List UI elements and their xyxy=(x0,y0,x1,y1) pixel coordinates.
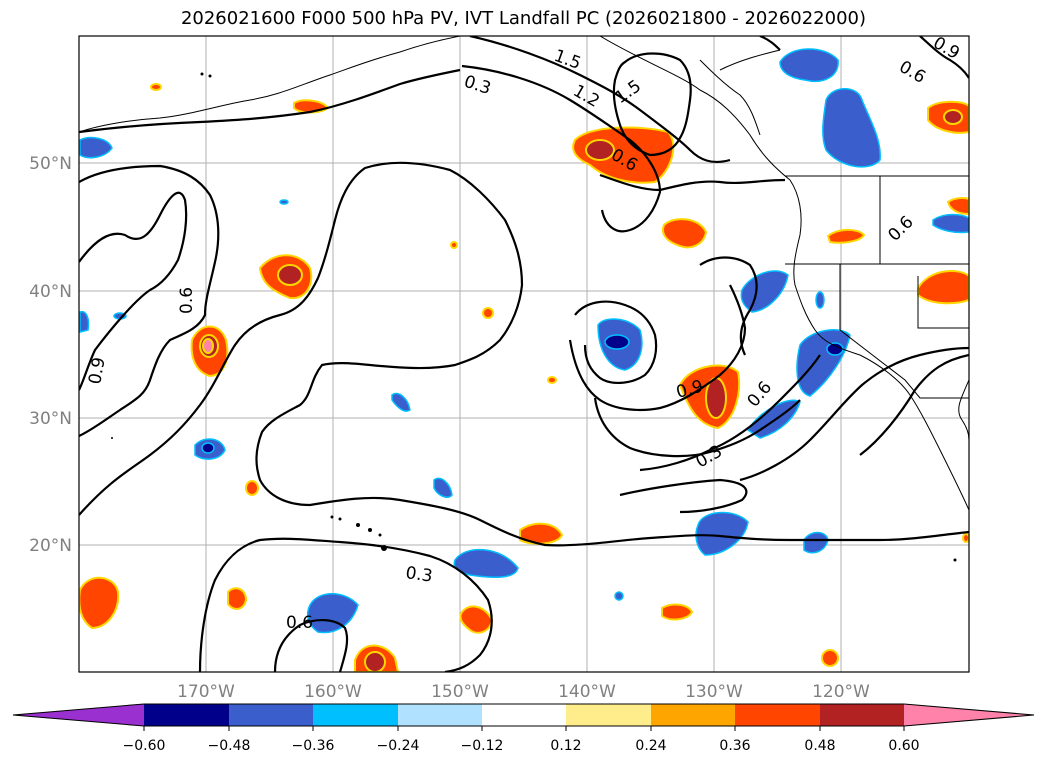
colorbar-segment xyxy=(651,704,735,726)
lon-label-130w: 130°W xyxy=(685,682,743,702)
pv-contours xyxy=(79,36,969,672)
contour-label: 0.3 xyxy=(461,72,493,99)
contour-label: 0.6 xyxy=(884,212,917,245)
latitude-labels: 50°N 40°N 30°N 20°N xyxy=(29,154,72,556)
contour-label: 0.9 xyxy=(85,356,109,386)
contour-label: 1.2 xyxy=(570,81,603,112)
colorbar-tick-label: 0.36 xyxy=(719,738,750,754)
colorbar-tick-label: 0.12 xyxy=(550,738,581,754)
colorbar-segment xyxy=(820,704,904,726)
map-area: 1.5 0.3 1.2 1.5 0.6 0.9 0.6 0.6 0.9 0.6 … xyxy=(79,33,969,672)
map-title: 2026021600 F000 500 hPa PV, IVT Landfall… xyxy=(180,8,867,29)
lat-label-40n: 40°N xyxy=(29,282,72,302)
longitude-labels: 170°W 160°W 150°W 140°W 130°W 120°W xyxy=(177,682,870,702)
lon-label-170w: 170°W xyxy=(177,682,235,702)
colorbar-segment xyxy=(398,704,482,726)
contour-label: 0.6 xyxy=(177,287,197,314)
colorbar-extend-right xyxy=(904,704,1034,726)
colorbar-tick-label: −0.60 xyxy=(123,738,166,754)
colorbar-tick-label: −0.12 xyxy=(461,738,504,754)
colorbar-segment xyxy=(144,704,229,726)
colorbar-tick-label: −0.48 xyxy=(208,738,251,754)
colorbar-segment xyxy=(229,704,313,726)
islands xyxy=(111,72,957,562)
contour-label: 0.6 xyxy=(744,378,777,412)
contour-label: 0.3 xyxy=(404,563,434,587)
colorbar-segment xyxy=(313,704,398,726)
contour-label: 0.6 xyxy=(286,613,313,633)
contour-label: 0.6 xyxy=(896,57,929,88)
lat-label-20n: 20°N xyxy=(29,536,72,556)
colorbar: −0.60 −0.48 −0.36 −0.24 −0.12 0.12 0.24 … xyxy=(12,703,1035,754)
colorbar-tick-label: 0.48 xyxy=(804,738,835,754)
lon-label-120w: 120°W xyxy=(812,682,870,702)
contour-label: 1.5 xyxy=(551,46,583,74)
map-frame xyxy=(78,35,970,673)
colorbar-tick-label: 0.60 xyxy=(888,738,919,754)
colorbar-segment xyxy=(735,704,820,726)
colorbar-segment xyxy=(566,704,651,726)
colorbar-segment xyxy=(482,704,566,726)
coastlines xyxy=(79,36,969,511)
lon-label-140w: 140°W xyxy=(558,682,616,702)
lon-label-150w: 150°W xyxy=(431,682,489,702)
colorbar-tick-label: −0.36 xyxy=(292,738,335,754)
colorbar-tick-label: 0.24 xyxy=(635,738,666,754)
lat-label-30n: 30°N xyxy=(29,409,72,429)
lon-label-160w: 160°W xyxy=(304,682,362,702)
lat-label-50n: 50°N xyxy=(29,154,72,174)
colorbar-extend-left xyxy=(13,704,144,726)
colorbar-tick-label: −0.24 xyxy=(377,738,420,754)
contour-label: 0.9 xyxy=(930,33,963,64)
contour-label: 1.5 xyxy=(611,76,645,108)
